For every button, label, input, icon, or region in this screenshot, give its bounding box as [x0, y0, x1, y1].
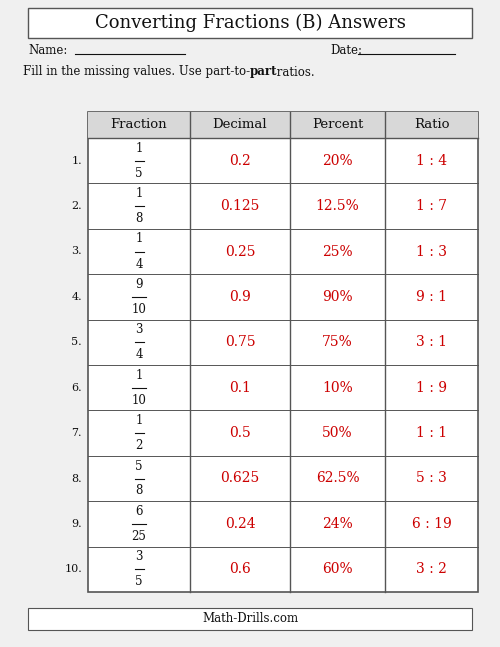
Text: 5.: 5. [72, 337, 82, 347]
Text: 0.75: 0.75 [224, 335, 256, 349]
Text: 1.: 1. [72, 156, 82, 166]
Text: 8: 8 [136, 212, 142, 225]
Bar [28, 8, 472, 38]
Text: 12.5%: 12.5% [316, 199, 360, 213]
Text: 9: 9 [135, 278, 143, 291]
Text: 50%: 50% [322, 426, 353, 440]
Text: Fill in the missing values. Use part-to-: Fill in the missing values. Use part-to- [23, 65, 250, 78]
Text: 5 : 3: 5 : 3 [416, 472, 447, 485]
Text: 4: 4 [135, 348, 143, 361]
Text: 75%: 75% [322, 335, 353, 349]
Bar [28, 608, 472, 630]
Text: 0.6: 0.6 [229, 562, 251, 576]
Text: 6.: 6. [72, 382, 82, 393]
Text: 60%: 60% [322, 562, 353, 576]
Text: 0.24: 0.24 [224, 517, 256, 531]
Text: 1 : 9: 1 : 9 [416, 380, 447, 395]
Text: Math-Drills.com: Math-Drills.com [202, 613, 298, 626]
Text: 10.: 10. [64, 564, 82, 575]
Text: 5: 5 [135, 459, 143, 472]
Text: 1: 1 [136, 414, 142, 427]
Text: 3: 3 [135, 324, 143, 336]
Text: 3: 3 [135, 551, 143, 564]
Text: 90%: 90% [322, 290, 353, 304]
Text: 4: 4 [135, 258, 143, 270]
Text: Converting Fractions (B) Answers: Converting Fractions (B) Answers [94, 14, 406, 32]
Text: 5: 5 [135, 167, 143, 180]
Text: 3 : 2: 3 : 2 [416, 562, 447, 576]
Text: 0.5: 0.5 [229, 426, 251, 440]
Text: 1: 1 [136, 369, 142, 382]
Text: 24%: 24% [322, 517, 353, 531]
Text: 3 : 1: 3 : 1 [416, 335, 447, 349]
Text: 7.: 7. [72, 428, 82, 438]
Text: 8.: 8. [72, 474, 82, 483]
Bar [88, 112, 478, 138]
Bar [88, 112, 478, 592]
Text: 62.5%: 62.5% [316, 472, 360, 485]
Text: part: part [250, 65, 278, 78]
Text: ratios.: ratios. [273, 65, 314, 78]
Text: 2: 2 [136, 439, 142, 452]
Text: 6: 6 [135, 505, 143, 518]
Text: Decimal: Decimal [212, 118, 268, 131]
Text: 1 : 7: 1 : 7 [416, 199, 447, 213]
Text: Ratio: Ratio [414, 118, 449, 131]
Text: 0.9: 0.9 [229, 290, 251, 304]
Text: 25: 25 [132, 530, 146, 543]
Text: 1 : 1: 1 : 1 [416, 426, 447, 440]
Text: Percent: Percent [312, 118, 363, 131]
Text: Fraction: Fraction [110, 118, 168, 131]
Text: 10%: 10% [322, 380, 353, 395]
Text: 1: 1 [136, 187, 142, 200]
Text: 0.2: 0.2 [229, 154, 251, 168]
Text: 0.625: 0.625 [220, 472, 260, 485]
Text: 3.: 3. [72, 247, 82, 256]
Text: 9 : 1: 9 : 1 [416, 290, 447, 304]
Text: 5: 5 [135, 575, 143, 588]
Text: Name:: Name: [28, 43, 68, 56]
Text: Date:: Date: [330, 43, 362, 56]
Text: 6 : 19: 6 : 19 [412, 517, 452, 531]
Text: 0.25: 0.25 [225, 245, 256, 259]
Text: 10: 10 [132, 394, 146, 407]
Text: 1 : 3: 1 : 3 [416, 245, 447, 259]
Text: 20%: 20% [322, 154, 353, 168]
Text: 8: 8 [136, 485, 142, 498]
Text: 4.: 4. [72, 292, 82, 302]
Text: 9.: 9. [72, 519, 82, 529]
Text: 1: 1 [136, 232, 142, 245]
Text: 0.125: 0.125 [220, 199, 260, 213]
Text: 10: 10 [132, 303, 146, 316]
Text: 0.1: 0.1 [229, 380, 251, 395]
Text: 25%: 25% [322, 245, 353, 259]
Text: 2.: 2. [72, 201, 82, 211]
Text: 1: 1 [136, 142, 142, 155]
Text: 1 : 4: 1 : 4 [416, 154, 447, 168]
